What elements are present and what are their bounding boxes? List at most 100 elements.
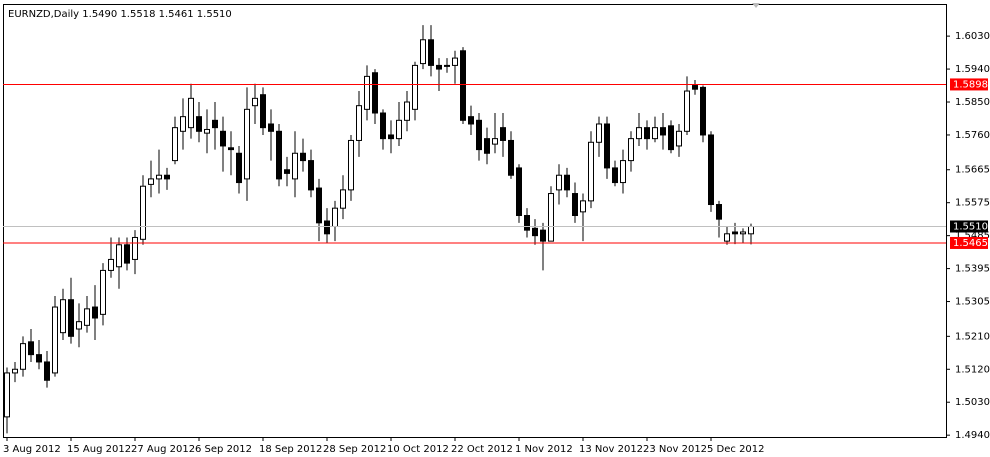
- candle-body: [84, 308, 90, 326]
- x-tick-label: 15 Aug 2012: [67, 444, 131, 455]
- candle-body: [68, 299, 74, 337]
- candle-body: [348, 139, 354, 191]
- candle-body: [140, 185, 146, 240]
- candle-body: [28, 341, 34, 356]
- plot-frame: [3, 4, 947, 438]
- x-tick-label: 1 Nov 2012: [515, 444, 573, 455]
- candle-body: [300, 152, 306, 162]
- candle-body: [92, 306, 98, 319]
- y-tick-label: 1.5030: [955, 397, 990, 408]
- y-tick-label: 1.5305: [955, 297, 990, 308]
- y-tick-label: 1.4940: [955, 430, 990, 441]
- candle-body: [428, 39, 434, 66]
- candle-body: [356, 105, 362, 141]
- candle-body: [556, 174, 562, 191]
- candle-body: [540, 229, 546, 242]
- candle-body: [236, 152, 242, 184]
- x-tick-label: 6 Sep 2012: [195, 444, 252, 455]
- candle-body: [204, 128, 210, 134]
- y-tick-label: 1.5395: [955, 264, 990, 275]
- y-tick-label: 1.6030: [955, 31, 990, 42]
- y-tick-label: 1.5575: [955, 198, 990, 209]
- candle-body: [676, 130, 682, 147]
- candle-body: [76, 321, 82, 330]
- candle-body: [276, 130, 282, 180]
- x-tick-label: 22 Oct 2012: [451, 444, 513, 455]
- candle-body: [396, 119, 402, 140]
- candle-body: [404, 101, 410, 121]
- price-label: 1.5510: [953, 221, 988, 232]
- candle-body: [380, 112, 386, 140]
- candle-body: [260, 94, 266, 129]
- candle-body: [644, 127, 650, 140]
- y-tick-label: 1.5485: [955, 231, 990, 242]
- candle-body: [476, 119, 482, 151]
- candle-body: [340, 189, 346, 209]
- y-tick-label: 1.5850: [955, 97, 990, 108]
- y-tick-label: 1.5940: [955, 64, 990, 75]
- candle-body: [100, 269, 106, 315]
- candle-body: [668, 125, 674, 151]
- y-tick-label: 1.5210: [955, 331, 990, 342]
- candle-body: [452, 57, 458, 66]
- x-tick-label: 18 Sep 2012: [259, 444, 322, 455]
- candle-body: [44, 361, 50, 381]
- price-label: 1.5898: [953, 79, 988, 90]
- candle-body: [716, 204, 722, 220]
- candle-body: [324, 220, 330, 235]
- y-tick-label: 1.5120: [955, 364, 990, 375]
- candle-body: [164, 174, 170, 180]
- candle-body: [684, 90, 690, 132]
- candle-body: [732, 231, 738, 235]
- candle-body: [420, 39, 426, 65]
- candle-body: [612, 167, 618, 184]
- candle-body: [20, 343, 26, 370]
- candle-body: [124, 244, 130, 264]
- candle-body: [148, 178, 154, 185]
- candle-body: [156, 174, 162, 180]
- x-tick-label: 28 Sep 2012: [323, 444, 386, 455]
- candle-body: [500, 127, 506, 141]
- price-label-box: [950, 236, 988, 249]
- candle-body: [412, 64, 418, 110]
- candle-body: [36, 354, 42, 363]
- candle-body: [636, 127, 642, 140]
- candle-body: [748, 225, 754, 235]
- candle-body: [244, 108, 250, 180]
- price-label-box: [950, 78, 988, 91]
- candle-body: [60, 299, 66, 334]
- candle-body: [268, 123, 274, 132]
- candle-body: [524, 215, 530, 231]
- candle-body: [364, 75, 370, 110]
- candle-body: [252, 97, 258, 107]
- candle-body: [700, 86, 706, 136]
- price-label: 1.5465: [953, 238, 988, 249]
- shift-marker: [752, 3, 760, 8]
- candle-body: [692, 85, 698, 90]
- candle-body: [708, 134, 714, 206]
- x-tick-label: 13 Nov 2012: [579, 444, 643, 455]
- candle-body: [620, 160, 626, 184]
- candle-body: [604, 123, 610, 169]
- candle-body: [284, 169, 290, 174]
- candle-body: [596, 123, 602, 143]
- y-tick-label: 1.5760: [955, 130, 990, 141]
- candle-body: [332, 207, 338, 227]
- candle-body: [492, 138, 498, 145]
- candle-body: [316, 187, 322, 224]
- candle-body: [4, 372, 10, 418]
- chart-title: EURNZD,Daily 1.5490 1.5518 1.5461 1.5510: [8, 9, 232, 20]
- x-tick-label: 27 Aug 2012: [131, 444, 195, 455]
- candle-body: [652, 127, 658, 140]
- candle-body: [628, 138, 634, 162]
- candle-body: [12, 368, 18, 374]
- candle-body: [180, 116, 186, 132]
- candle-body: [220, 130, 226, 147]
- candle-body: [188, 97, 194, 129]
- x-tick-label: 5 Dec 2012: [707, 444, 765, 455]
- x-tick-label: 23 Nov 2012: [643, 444, 707, 455]
- x-tick-label: 10 Oct 2012: [387, 444, 449, 455]
- candle-body: [532, 227, 538, 237]
